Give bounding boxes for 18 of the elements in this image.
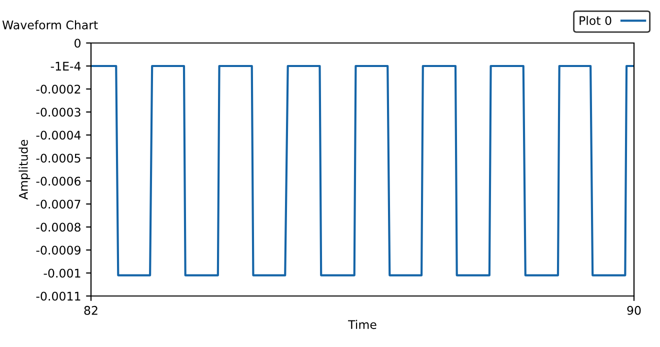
y-tick-label: -0.0007 [36,200,80,209]
x-tick-label: 90 [627,306,641,315]
chart-title: Waveform Chart [2,20,98,30]
y-tick-label: 0 [74,38,80,48]
y-tick-label: -0.0004 [36,130,81,140]
y-axis-title: Amplitude [18,140,30,200]
x-axis-title: Time [348,320,376,330]
y-tick-label: -0.0008 [36,222,80,232]
y-tick-label: -0.0006 [36,176,81,186]
y-tick-label: -0.0009 [36,246,80,255]
y-tick-label: -0.0003 [36,108,80,117]
legend-label: Plot 0 [580,16,612,26]
y-tick-label: -0.0002 [36,84,80,94]
y-tick-label: -0.001 [44,268,80,278]
x-tick-label: 82 [84,306,98,315]
y-tick-label: -0.0011 [36,292,80,301]
y-tick-label: -1E-4 [50,62,81,70]
y-tick-label: -0.0005 [36,154,80,163]
